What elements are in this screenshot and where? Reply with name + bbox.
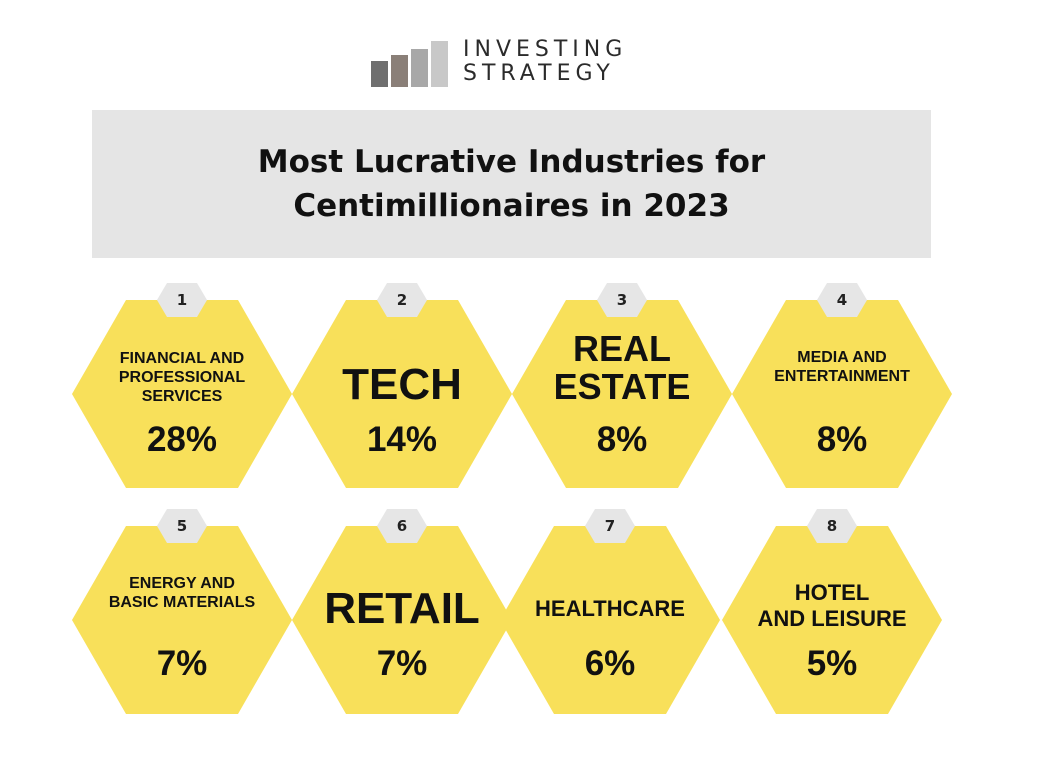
rank-badge: 7 <box>604 517 616 535</box>
hexagon-icon <box>722 509 942 714</box>
industry-share: 6% <box>584 644 636 683</box>
industry-share: 8% <box>596 420 648 459</box>
industry-share: 7% <box>156 644 208 683</box>
industry-card-8: 8 HOTEL AND LEISURE 5% <box>722 506 942 728</box>
industry-card-6: 6 RETAIL 7% <box>292 506 512 728</box>
industry-share: 8% <box>816 420 868 459</box>
logo-text-line1: INVESTING <box>463 37 628 62</box>
industry-share: 7% <box>376 644 428 683</box>
title-banner: Most Lucrative Industries for Centimilli… <box>92 110 931 258</box>
industry-share: 5% <box>806 644 858 683</box>
hexagon-icon <box>512 283 732 488</box>
industry-name: MEDIA AND ENTERTAINMENT <box>774 349 910 385</box>
rank-badge: 6 <box>396 517 408 535</box>
industry-name: HOTEL AND LEISURE <box>757 580 907 631</box>
rank-badge: 2 <box>396 291 408 309</box>
industry-name: HEALTHCARE <box>535 596 685 621</box>
rank-badge: 3 <box>616 291 628 309</box>
logo-bar-icon <box>411 49 428 87</box>
industry-card-1: 1 FINANCIAL AND PROFESSIONAL SERVICES 28… <box>72 280 292 502</box>
hexagon-icon <box>72 283 292 488</box>
hexagon-icon <box>732 283 952 488</box>
investing-strategy-logo: INVESTING STRATEGY <box>368 38 658 90</box>
industry-share: 28% <box>146 420 218 459</box>
hexagon-icon <box>292 283 512 488</box>
logo-bar-icon <box>371 61 388 87</box>
industry-name: FINANCIAL AND PROFESSIONAL SERVICES <box>118 350 246 405</box>
hexagon-icon <box>72 509 292 714</box>
rank-badge: 4 <box>836 291 848 309</box>
industry-name: RETAIL <box>324 584 480 633</box>
industry-card-4: 4 MEDIA AND ENTERTAINMENT 8% <box>732 280 952 502</box>
rank-badge: 1 <box>176 291 188 309</box>
industry-name: TECH <box>342 360 462 409</box>
industry-card-3: 3 REAL ESTATE 8% <box>512 280 732 502</box>
logo-text-line2: STRATEGY <box>463 61 615 86</box>
rank-badge: 5 <box>176 517 188 535</box>
industry-card-2: 2 TECH 14% <box>292 280 512 502</box>
industry-name: ENERGY AND BASIC MATERIALS <box>108 575 256 611</box>
rank-badge: 8 <box>826 517 838 535</box>
industry-card-5: 5 ENERGY AND BASIC MATERIALS 7% <box>72 506 292 728</box>
logo-bar-icon <box>391 55 408 87</box>
industry-share: 14% <box>366 420 438 459</box>
industry-card-7: 7 HEALTHCARE 6% <box>500 506 720 728</box>
hexagon-icon <box>500 509 720 714</box>
industry-name: REAL ESTATE <box>553 328 691 407</box>
page-title: Most Lucrative Industries for Centimilli… <box>257 144 766 224</box>
hexagon-icon <box>292 509 512 714</box>
logo-bar-icon <box>431 41 448 87</box>
